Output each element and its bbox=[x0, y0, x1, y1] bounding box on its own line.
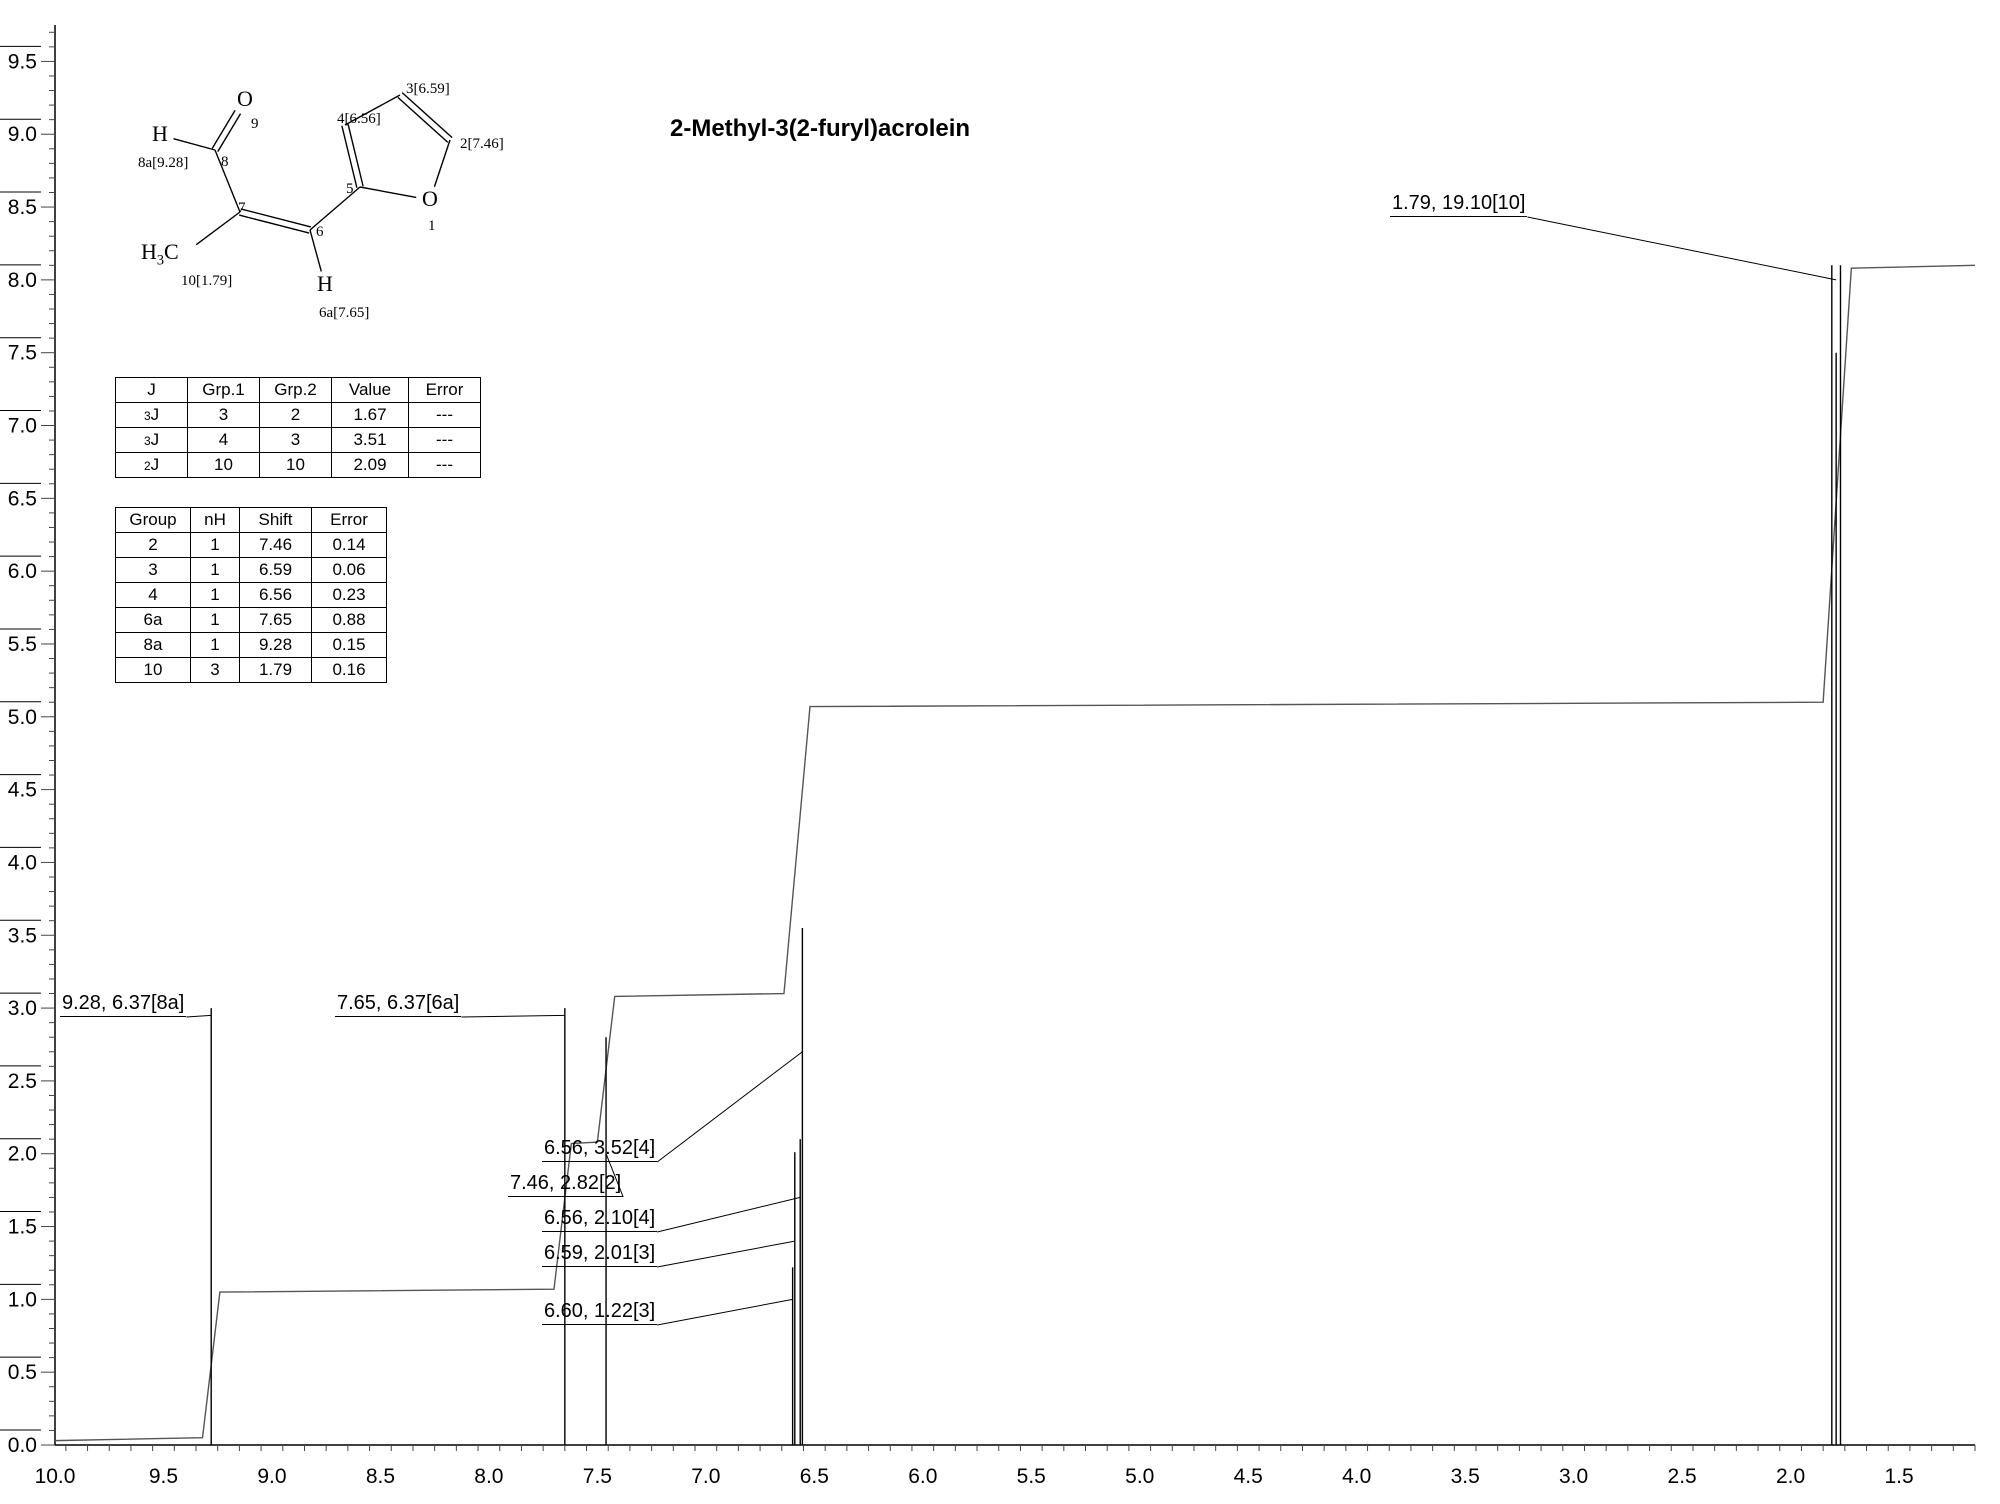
table-header: Value bbox=[332, 378, 409, 403]
table-header: Shift bbox=[240, 508, 312, 533]
svg-text:7.0: 7.0 bbox=[691, 1465, 720, 1488]
peak-label: 6.56, 3.52[4] bbox=[542, 1137, 657, 1162]
svg-text:3.5: 3.5 bbox=[8, 924, 37, 947]
compound-title: 2-Methyl-3(2-furyl)acrolein bbox=[670, 115, 970, 143]
svg-text:6.0: 6.0 bbox=[908, 1465, 937, 1488]
svg-text:9.5: 9.5 bbox=[149, 1465, 178, 1488]
svg-text:2.0: 2.0 bbox=[1776, 1465, 1805, 1488]
atom-index: 10[1.79] bbox=[181, 273, 232, 290]
peak-label: 6.56, 2.10[4] bbox=[542, 1207, 657, 1232]
table-row: 3J433.51--- bbox=[116, 428, 481, 453]
atom-symbol: H bbox=[317, 271, 333, 297]
svg-text:5.5: 5.5 bbox=[1017, 1465, 1046, 1488]
peak-label: 1.79, 19.10[10] bbox=[1390, 192, 1527, 217]
atom-index: 8 bbox=[221, 154, 229, 171]
svg-text:1.0: 1.0 bbox=[8, 1288, 37, 1311]
svg-text:5.0: 5.0 bbox=[1125, 1465, 1154, 1488]
table-header: Grp.2 bbox=[260, 378, 332, 403]
svg-text:0.5: 0.5 bbox=[8, 1361, 37, 1384]
svg-text:3.5: 3.5 bbox=[1451, 1465, 1480, 1488]
svg-text:4.0: 4.0 bbox=[1342, 1465, 1371, 1488]
svg-text:1.5: 1.5 bbox=[1884, 1465, 1913, 1488]
atom-index: 6a[7.65] bbox=[319, 305, 369, 322]
svg-text:9.0: 9.0 bbox=[8, 123, 37, 146]
atom-index: 2[7.46] bbox=[460, 136, 504, 153]
table-header: J bbox=[116, 378, 188, 403]
peak-label: 7.65, 6.37[6a] bbox=[335, 992, 461, 1017]
atom-index: 4[6.56] bbox=[337, 111, 381, 128]
table-row: 217.460.14 bbox=[116, 533, 387, 558]
atom-index: 3[6.59] bbox=[406, 81, 450, 98]
svg-text:8.5: 8.5 bbox=[8, 196, 37, 219]
atom-index: 9 bbox=[251, 116, 259, 133]
table-row: 8a19.280.15 bbox=[116, 633, 387, 658]
svg-text:7.5: 7.5 bbox=[583, 1465, 612, 1488]
atom-symbol: O bbox=[237, 86, 253, 112]
atom-index: 1 bbox=[428, 218, 436, 235]
table-row: 416.560.23 bbox=[116, 583, 387, 608]
shift-table: GroupnHShiftError 217.460.14316.590.0641… bbox=[115, 507, 387, 683]
svg-text:6.0: 6.0 bbox=[8, 560, 37, 583]
table-header: Grp.1 bbox=[188, 378, 260, 403]
svg-text:0.0: 0.0 bbox=[8, 1434, 37, 1457]
svg-text:5.5: 5.5 bbox=[8, 633, 37, 656]
coupling-table: JGrp.1Grp.2ValueError 3J321.67---3J433.5… bbox=[115, 377, 481, 478]
atom-index: 6 bbox=[316, 224, 324, 241]
svg-text:4.5: 4.5 bbox=[8, 779, 37, 802]
svg-text:9.5: 9.5 bbox=[8, 50, 37, 73]
svg-text:1.5: 1.5 bbox=[8, 1216, 37, 1239]
table-header: Group bbox=[116, 508, 191, 533]
svg-text:9.0: 9.0 bbox=[257, 1465, 286, 1488]
table-header: nH bbox=[191, 508, 240, 533]
peak-label: 9.28, 6.37[8a] bbox=[60, 992, 186, 1017]
svg-text:2.5: 2.5 bbox=[1668, 1465, 1697, 1488]
atom-symbol: H3C bbox=[141, 239, 179, 269]
table-row: 2J10102.09--- bbox=[116, 453, 481, 478]
svg-text:10.0: 10.0 bbox=[35, 1465, 76, 1488]
svg-text:4.0: 4.0 bbox=[8, 851, 37, 874]
svg-text:7.0: 7.0 bbox=[8, 415, 37, 438]
peak-label: 6.59, 2.01[3] bbox=[542, 1242, 657, 1267]
svg-text:4.5: 4.5 bbox=[1234, 1465, 1263, 1488]
atom-index: 7 bbox=[238, 200, 246, 217]
table-row: 1031.790.16 bbox=[116, 658, 387, 683]
svg-text:8.0: 8.0 bbox=[474, 1465, 503, 1488]
svg-text:2.0: 2.0 bbox=[8, 1143, 37, 1166]
svg-text:7.5: 7.5 bbox=[8, 342, 37, 365]
svg-text:3.0: 3.0 bbox=[1559, 1465, 1588, 1488]
atom-index: 8a[9.28] bbox=[138, 155, 188, 172]
peak-label: 7.46, 2.82[2] bbox=[508, 1172, 623, 1197]
table-row: 6a17.650.88 bbox=[116, 608, 387, 633]
svg-text:2.5: 2.5 bbox=[8, 1070, 37, 1093]
svg-text:6.5: 6.5 bbox=[800, 1465, 829, 1488]
svg-text:8.5: 8.5 bbox=[366, 1465, 395, 1488]
peak-label: 6.60, 1.22[3] bbox=[542, 1300, 657, 1325]
table-row: 3J321.67--- bbox=[116, 403, 481, 428]
table-header: Error bbox=[409, 378, 481, 403]
svg-text:3.0: 3.0 bbox=[8, 997, 37, 1020]
atom-index: 5 bbox=[346, 181, 354, 198]
svg-text:5.0: 5.0 bbox=[8, 706, 37, 729]
svg-text:8.0: 8.0 bbox=[8, 269, 37, 292]
table-row: 316.590.06 bbox=[116, 558, 387, 583]
svg-text:6.5: 6.5 bbox=[8, 487, 37, 510]
atom-symbol: H bbox=[152, 121, 168, 147]
atom-symbol: O bbox=[422, 186, 438, 212]
table-header: Error bbox=[312, 508, 387, 533]
